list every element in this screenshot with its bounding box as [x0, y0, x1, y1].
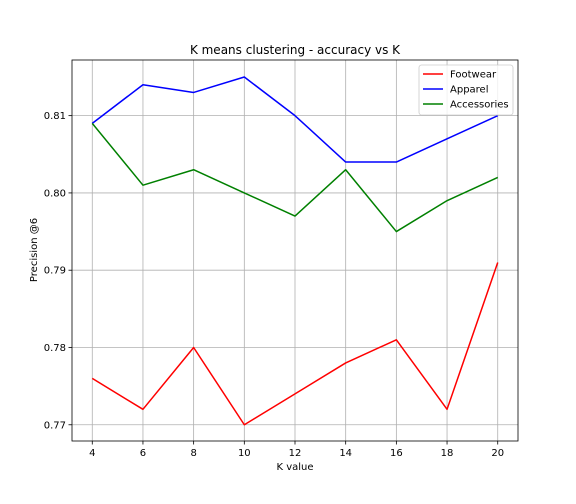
y-tick-label: 0.77 — [44, 420, 66, 431]
legend-label-apparel: Apparel — [450, 85, 489, 96]
y-tick-label: 0.79 — [44, 266, 66, 277]
x-axis-label: K value — [276, 462, 313, 473]
x-tick-label: 4 — [89, 448, 95, 459]
legend-label-footwear: Footwear — [450, 70, 497, 81]
legend-label-accessories: Accessories — [450, 100, 509, 111]
series-line-accessories — [91, 122, 499, 233]
y-tick-label: 0.78 — [44, 343, 66, 354]
x-tick-label: 10 — [238, 448, 251, 459]
x-tick-label: 20 — [491, 448, 504, 459]
chart-title: K means clustering - accuracy vs K — [190, 43, 401, 57]
plot-frame — [71, 59, 519, 442]
series-line-footwear — [91, 262, 499, 426]
y-tick-label: 0.80 — [44, 188, 66, 199]
x-tick-label: 16 — [390, 448, 403, 459]
x-axis: 4 6 8 10 12 14 16 18 20 — [89, 441, 504, 459]
x-tick-label: 12 — [289, 448, 302, 459]
y-axis-label: Precision @6 — [29, 218, 40, 282]
series-line-apparel — [91, 76, 499, 163]
series-lines — [91, 76, 499, 426]
x-tick-label: 8 — [190, 448, 196, 459]
legend-box — [418, 64, 514, 116]
x-tick-label: 14 — [339, 448, 352, 459]
legend: Footwear Apparel Accessories — [418, 64, 514, 116]
x-tick-label: 18 — [441, 448, 454, 459]
y-axis: 0.77 0.78 0.79 0.80 0.81 — [44, 111, 72, 431]
x-tick-label: 6 — [140, 448, 146, 459]
y-tick-label: 0.81 — [44, 111, 66, 122]
